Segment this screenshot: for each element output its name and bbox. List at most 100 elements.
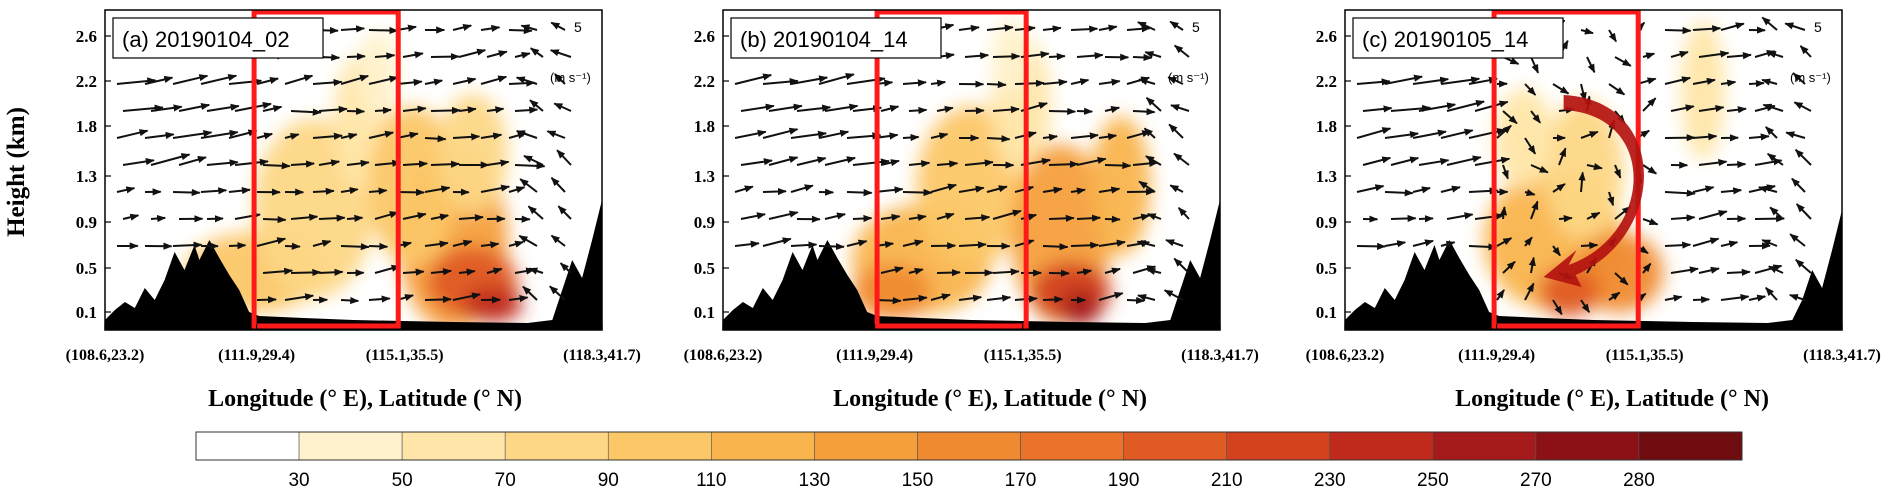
shading-contour <box>1680 20 1725 160</box>
colorbar-swatch <box>1432 431 1537 461</box>
wind-vector <box>1670 50 1689 58</box>
x-tick-label: (108.6,23.2) <box>66 347 145 364</box>
wind-vector <box>902 188 933 197</box>
wind-vector <box>790 75 829 85</box>
colorbar-swatch <box>195 431 300 461</box>
wind-vector <box>1789 233 1806 247</box>
wind-vector <box>1042 25 1062 33</box>
wind-vector <box>1474 100 1509 112</box>
wind-vector <box>150 153 191 166</box>
wind-vector <box>402 105 427 113</box>
wind-vector <box>1670 214 1696 222</box>
wind-vector <box>1165 239 1184 247</box>
wind-vector <box>1070 187 1086 195</box>
colorbar: 30 50 70 90 110 130 150 170 190 210 230 250 270 280 <box>195 431 1743 491</box>
wind-vector <box>1784 22 1806 31</box>
y-tick-label: 2.6 <box>694 27 715 46</box>
wind-vector <box>1769 206 1784 220</box>
wind-vector <box>1070 132 1099 140</box>
wind-vector <box>557 205 572 220</box>
wind-vector <box>1642 97 1657 112</box>
wind-vector <box>1530 56 1540 74</box>
wind-vector <box>553 102 572 112</box>
wind-vector <box>515 76 538 85</box>
wind-vector <box>1748 133 1770 141</box>
wind-vector <box>549 285 566 301</box>
wind-vector <box>874 186 904 194</box>
x-tick-label: (111.9,29.4) <box>218 347 295 364</box>
wind-vector <box>396 188 425 196</box>
wind-vector <box>178 156 207 166</box>
reference-vector-value: 5 <box>1192 19 1200 35</box>
wind-vector <box>480 24 501 33</box>
wind-vector <box>206 103 240 112</box>
wind-vector <box>1528 256 1536 274</box>
colorbar-swatch <box>814 431 918 461</box>
y-tick-label: 0.1 <box>1316 303 1337 322</box>
wind-vector <box>824 156 856 166</box>
wind-vector <box>1552 83 1570 95</box>
x-tick-label: (108.6,23.2) <box>684 347 763 364</box>
x-tick-label: (111.9,29.4) <box>1458 347 1535 364</box>
wind-vector <box>458 268 476 276</box>
wind-vector <box>1104 161 1132 170</box>
wind-vector <box>1146 267 1162 275</box>
wind-vector <box>1144 51 1162 58</box>
wind-vector <box>1720 79 1737 87</box>
wind-vector <box>480 132 503 140</box>
wind-vector <box>1767 265 1784 274</box>
wind-vector <box>1169 20 1184 31</box>
wind-vector <box>1558 215 1573 223</box>
wind-vector <box>880 105 900 113</box>
wind-vector <box>284 132 300 140</box>
wind-vector <box>1474 212 1505 220</box>
wind-vector <box>1664 241 1692 249</box>
wind-vector <box>368 187 388 195</box>
wind-vector <box>1173 152 1190 166</box>
wind-vector <box>1642 164 1658 175</box>
wind-vector <box>312 239 332 247</box>
wind-vector <box>1692 185 1715 193</box>
shading-contour <box>991 18 1032 98</box>
wind-vector <box>486 159 510 167</box>
wind-vector <box>1698 159 1728 167</box>
wind-vector <box>1608 83 1626 96</box>
wind-vector <box>1670 266 1699 274</box>
wind-vector <box>1137 21 1156 31</box>
wind-vector <box>734 73 773 85</box>
wind-vector <box>908 160 931 168</box>
wind-vector <box>1726 160 1747 169</box>
colorbar-swatch <box>1638 431 1743 461</box>
wind-vector <box>958 185 985 193</box>
wind-vector <box>340 132 358 140</box>
wind-vector <box>902 294 928 302</box>
wind-vector <box>986 294 1012 302</box>
wind-vector <box>430 213 450 221</box>
wind-vector <box>880 266 904 274</box>
wind-vector <box>1613 164 1622 179</box>
wind-vector <box>550 234 566 247</box>
y-tick-label: 0.5 <box>76 259 97 278</box>
wind-vector <box>346 107 366 115</box>
panel-b: (b) 20190104_14 5 (m s⁻¹) 0.1 0.5 0.9 1.3 1.8 2.… <box>684 9 1259 364</box>
wind-vector <box>290 160 315 168</box>
reference-vector-unit: (m s⁻¹) <box>1790 70 1831 85</box>
wind-vector <box>1788 293 1806 301</box>
wind-vector <box>1076 214 1102 222</box>
wind-vector <box>452 133 481 141</box>
wind-vector <box>734 185 754 193</box>
shading-contour <box>851 263 932 320</box>
wind-vector <box>1762 103 1784 112</box>
wind-vector <box>768 156 799 166</box>
wind-vector <box>374 52 396 60</box>
wind-vector <box>1720 187 1743 195</box>
wind-vector <box>936 269 961 277</box>
wind-vector <box>1104 267 1121 275</box>
wind-vector <box>527 205 544 220</box>
wind-vector <box>1524 83 1537 96</box>
wind-vector <box>1726 52 1752 60</box>
wind-vector <box>1524 282 1535 301</box>
wind-vector <box>1692 25 1722 33</box>
wind-vector <box>1390 214 1417 223</box>
wind-vector <box>430 106 461 115</box>
